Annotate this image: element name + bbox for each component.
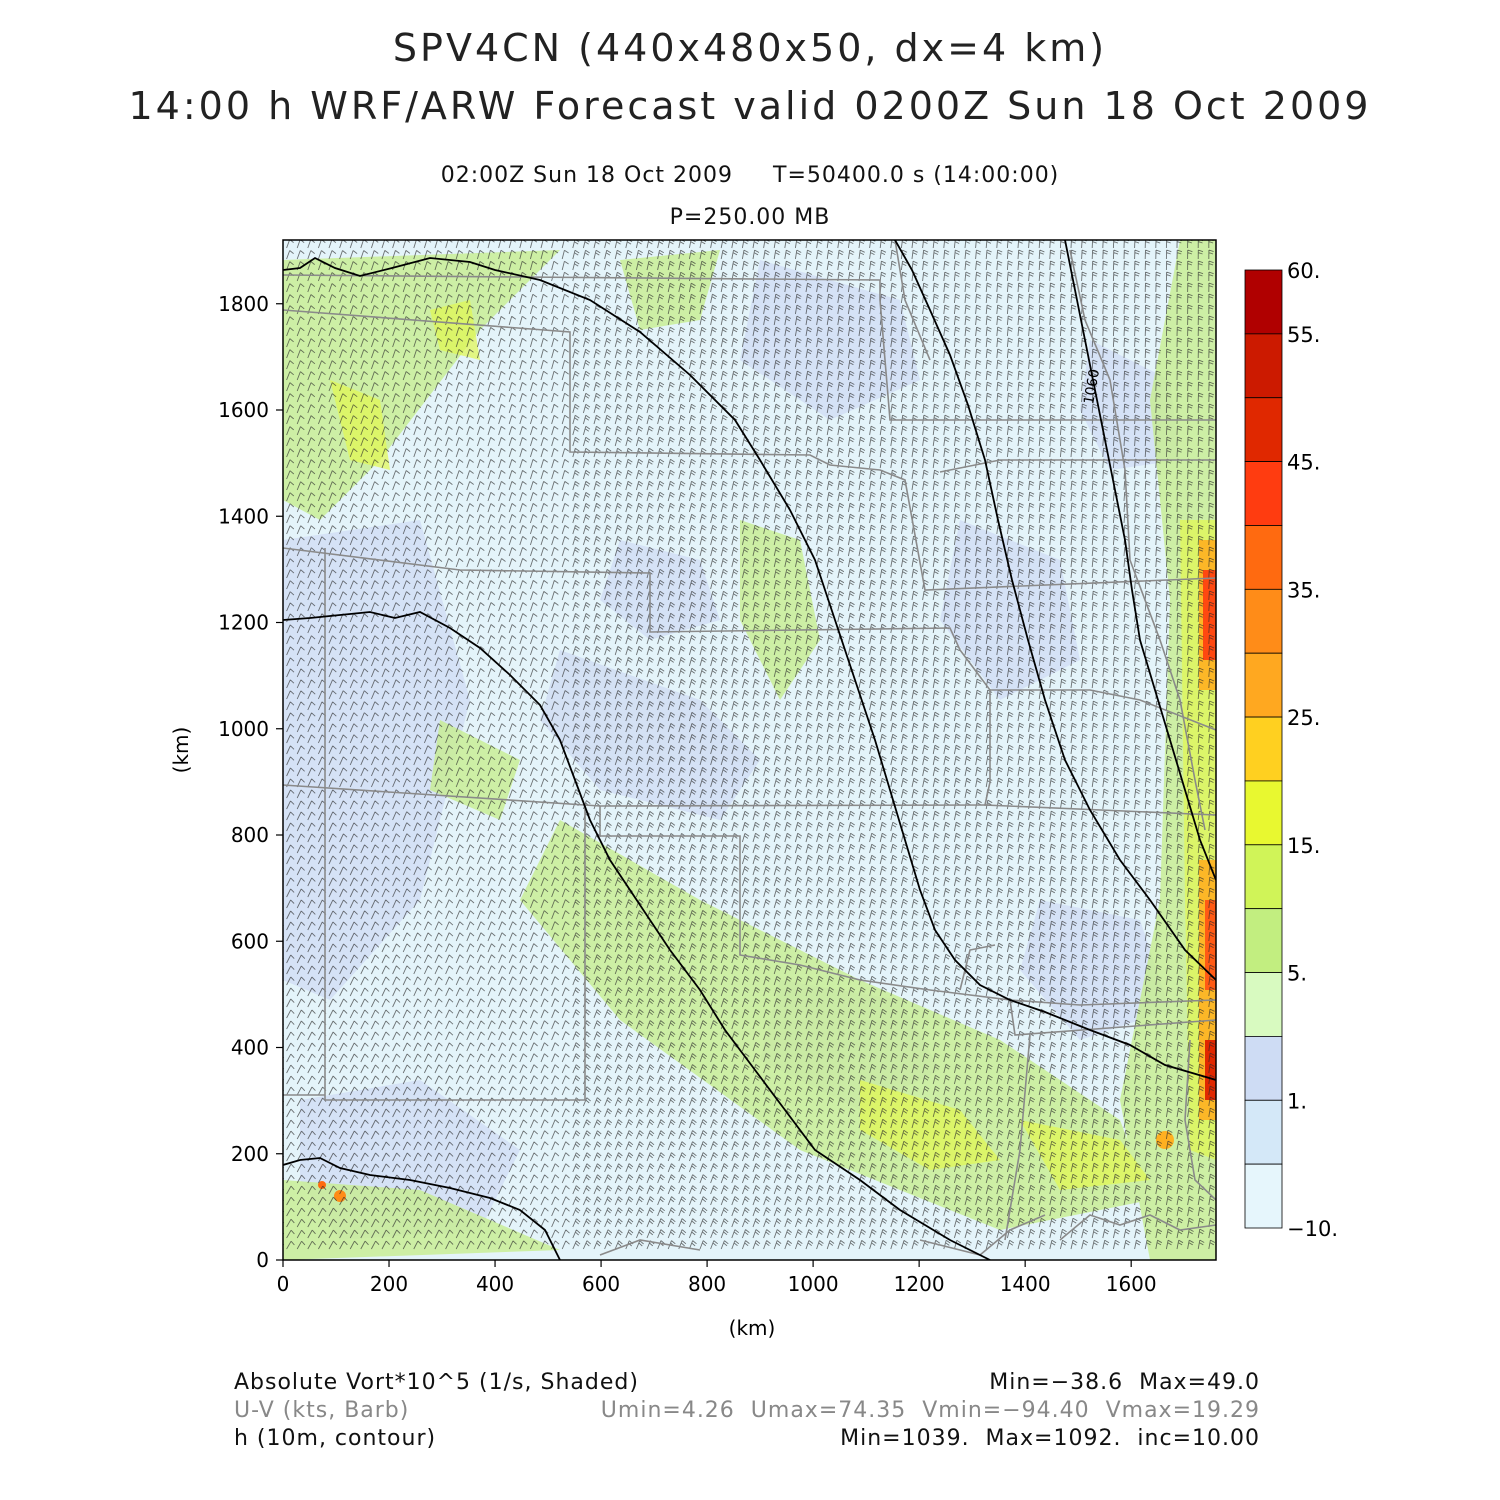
- x-tick-label: 200: [370, 1272, 408, 1296]
- x-axis-unit: (km): [729, 1316, 776, 1340]
- field3-label: h (10m, contour): [234, 1426, 437, 1451]
- y-tick-label: 1000: [218, 717, 269, 741]
- barb-field: [283, 240, 1216, 1250]
- colorbar-swatch: [1244, 397, 1283, 463]
- colorbar-swatch: [1244, 588, 1283, 654]
- x-axis: 0 200 400 600 800 1000 1200 1400 1600: [277, 1260, 1157, 1296]
- vorticity-shading: [283, 240, 1216, 1260]
- plot-frame: [282, 239, 1217, 1261]
- colorbar-swatch: [1244, 652, 1283, 718]
- x-tick-label: 1200: [894, 1272, 945, 1296]
- y-tick-label: 0: [256, 1248, 269, 1272]
- colorbar-label: 45.: [1287, 451, 1320, 475]
- title-line-2: 14:00 h WRF/ARW Forecast valid 0200Z Sun…: [128, 84, 1372, 128]
- colorbar-label: 60.: [1287, 259, 1320, 283]
- x-tick-label: 800: [688, 1272, 726, 1296]
- colorbar-swatch: [1244, 908, 1283, 973]
- colorbar-label: −10.: [1287, 1217, 1338, 1241]
- colorbar-label: 5.: [1287, 962, 1307, 986]
- colorbar-swatch: [1244, 269, 1283, 335]
- x-tick-label: 1400: [1000, 1272, 1051, 1296]
- field2-stats: Umin=4.26 Umax=74.35 Vmin=−94.40 Vmax=19…: [600, 1398, 1260, 1423]
- colorbar-swatch: [1244, 525, 1283, 590]
- x-tick-label: 600: [582, 1272, 620, 1296]
- colorbar-swatch: [1244, 780, 1283, 846]
- colorbar-swatch: [1244, 461, 1283, 526]
- field1-label: Absolute Vort*10^5 (1/s, Shaded): [234, 1370, 639, 1395]
- colorbar-label: 1.: [1287, 1089, 1307, 1113]
- contour-label: 1060: [1081, 368, 1103, 406]
- x-tick-label: 1000: [788, 1272, 839, 1296]
- wind-barbs: [283, 240, 1216, 1250]
- y-tick-label: 400: [231, 1036, 269, 1060]
- pressure-level: P=250.00 MB: [669, 205, 831, 230]
- y-tick-label: 600: [231, 929, 269, 953]
- colorbar-swatch: [1244, 1163, 1283, 1229]
- colorbar-swatch: [1244, 972, 1283, 1037]
- x-tick-label: 0: [277, 1272, 290, 1296]
- colorbar-swatch: [1244, 716, 1283, 782]
- y-tick-label: 1600: [218, 398, 269, 422]
- time-subtitle: 02:00Z Sun 18 Oct 2009 T=50400.0 s (14:0…: [0, 163, 1500, 188]
- y-tick-label: 1800: [218, 292, 269, 316]
- colorbar-label: 35.: [1287, 578, 1320, 602]
- colorbar-label: 15.: [1287, 834, 1320, 858]
- field3-stats: Min=1039. Max=1092. inc=10.00: [840, 1426, 1260, 1451]
- x-tick-label: 400: [476, 1272, 514, 1296]
- y-tick-label: 200: [231, 1142, 269, 1166]
- x-tick-label: 1600: [1106, 1272, 1157, 1296]
- colorbar: 60. 55. 45. 35. 25. 15. 5. 1. −10.: [1244, 259, 1338, 1241]
- colorbar-swatch: [1244, 1099, 1283, 1165]
- colorbar-label: 55.: [1287, 323, 1320, 347]
- y-axis-unit: (km): [169, 727, 193, 774]
- valid-time: 02:00Z Sun 18 Oct 2009: [440, 163, 734, 188]
- y-axis: 0 200 400 600 800 1000 1200 1400 1600 1800: [218, 292, 283, 1272]
- y-tick-label: 1400: [218, 504, 269, 528]
- height-contours: [283, 240, 1216, 1260]
- title-line-1: SPV4CN (440x480x50, dx=4 km): [392, 26, 1108, 70]
- colorbar-swatch: [1244, 844, 1283, 910]
- colorbar-swatch: [1244, 333, 1283, 399]
- state-borders: [283, 240, 1216, 1256]
- y-tick-label: 800: [231, 823, 269, 847]
- field2-label: U-V (kts, Barb): [234, 1398, 410, 1423]
- field1-stats: Min=−38.6 Max=49.0: [989, 1370, 1260, 1395]
- colorbar-swatch: [1244, 1036, 1283, 1101]
- y-tick-label: 1200: [218, 611, 269, 635]
- colorbar-label: 25.: [1287, 706, 1320, 730]
- model-time: T=50400.0 s (14:00:00): [773, 163, 1060, 188]
